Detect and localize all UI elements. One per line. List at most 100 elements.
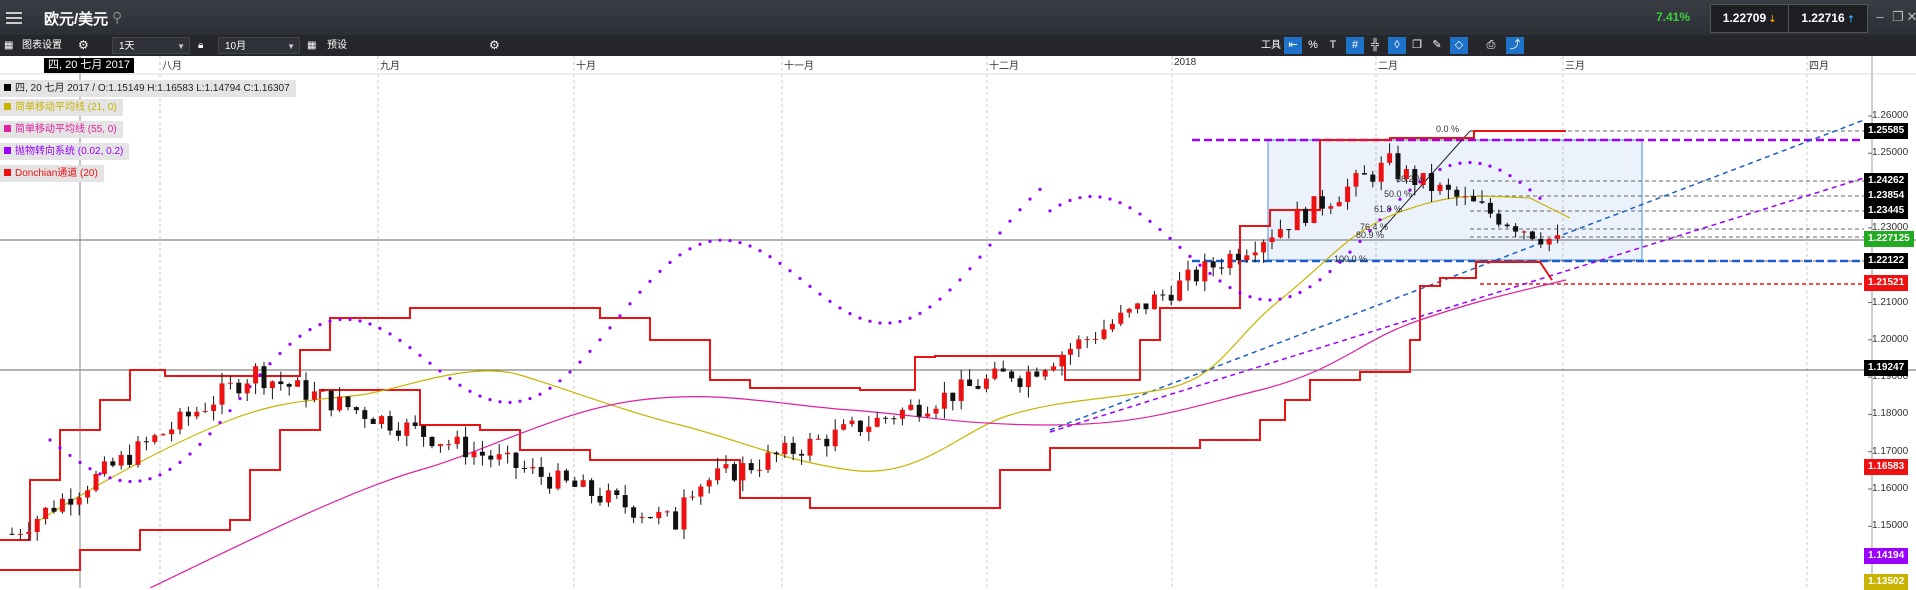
crosshair-icon[interactable]: ╬ <box>1371 39 1379 51</box>
sar-dot <box>1508 173 1512 178</box>
candle-body <box>1185 269 1191 281</box>
sar-dot <box>368 322 372 326</box>
candle-body <box>9 533 15 535</box>
arrow-left-icon[interactable]: ⇤ <box>1284 37 1302 54</box>
indicator-legend-item[interactable]: 简单移动平均线 (21, 0) <box>0 99 123 116</box>
sar-dot <box>978 255 982 259</box>
price-tag: 1.23445 <box>1864 203 1909 220</box>
candle-body <box>1252 252 1258 256</box>
x-axis-label: 四月 <box>1809 61 1829 72</box>
marker-icon[interactable]: ◊ <box>1388 37 1406 54</box>
price-chart[interactable] <box>0 56 1916 588</box>
sar-dot <box>708 239 712 244</box>
candle-body <box>1059 354 1065 367</box>
candle-body <box>1067 348 1073 355</box>
period-button-5[interactable]: 5 <box>473 75 480 86</box>
candle-body <box>866 426 872 433</box>
candle-body <box>580 480 586 487</box>
sar-dot <box>898 319 902 324</box>
sar-dot <box>1478 161 1482 166</box>
period-button-d[interactable]: D <box>362 75 371 86</box>
gear-icon[interactable]: ⚙ <box>78 38 89 52</box>
candle-body <box>1370 174 1376 182</box>
candle-body <box>404 422 410 436</box>
candle-body <box>807 438 813 456</box>
sar-dot <box>1348 250 1352 254</box>
sar-dot <box>668 260 672 265</box>
period-button-4[interactable]: 4 <box>451 75 458 86</box>
candle-body <box>782 442 788 455</box>
candle-body <box>1177 280 1183 301</box>
preset-label[interactable]: 预设 <box>327 40 347 51</box>
sar-dot <box>738 240 742 245</box>
chart-settings-label[interactable]: 图表设置 <box>22 40 62 51</box>
candle-body <box>849 420 855 425</box>
sar-dot <box>828 299 832 304</box>
candle-body <box>1353 173 1359 187</box>
candle-body <box>673 511 679 530</box>
sar-dot <box>1398 197 1402 201</box>
candle-body <box>731 464 737 481</box>
candle-body <box>1227 253 1233 269</box>
share-icon[interactable]: ⤴ <box>1506 37 1524 54</box>
sar-dot <box>1488 164 1492 168</box>
indicator-swatch <box>4 169 11 176</box>
print-icon[interactable]: ⎙ <box>1486 39 1496 51</box>
sar-dot <box>328 319 332 323</box>
candle-body <box>1546 238 1552 245</box>
sar-dot <box>538 392 542 396</box>
restore-icon[interactable]: ❐ <box>1892 9 1904 24</box>
candle-body <box>185 411 191 417</box>
sma-55-line <box>149 279 1567 588</box>
draw-icon[interactable]: ✎ <box>1432 39 1442 51</box>
menu-icon[interactable] <box>6 9 22 25</box>
timeframe-select[interactable]: 1天 ▼ <box>112 37 190 54</box>
ask-price-button[interactable]: 1.22716 ⇡ <box>1788 4 1868 33</box>
cursor-date-label: 四, 20 七月 2017 <box>44 58 134 73</box>
price-tag: 1.22122 <box>1864 252 1909 269</box>
lock-icon[interactable]: 🔒︎ <box>198 40 204 51</box>
minimize-icon[interactable]: – <box>1876 9 1884 24</box>
candle-body <box>328 390 334 411</box>
candle-body <box>463 436 469 458</box>
gear-icon[interactable]: ⚙ <box>489 38 500 52</box>
candle-body <box>1437 184 1443 192</box>
indicator-swatch <box>4 147 11 154</box>
sar-dot <box>138 479 142 483</box>
period-button-1[interactable]: 1 <box>385 75 392 86</box>
eraser-icon[interactable]: ◇ <box>1450 37 1468 54</box>
period-button-2[interactable]: 2 <box>407 75 414 86</box>
text-icon[interactable]: T <box>1329 39 1337 51</box>
indicator-legend-item[interactable]: 简单移动平均线 (55, 0) <box>0 121 123 138</box>
bid-price-button[interactable]: 1.22709 ⇣ <box>1710 4 1789 33</box>
indicator-legend-item[interactable]: 抛物转向系统 (0.02, 0.2) <box>0 143 130 160</box>
candle-body <box>353 407 359 411</box>
search-icon[interactable]: ⚲ <box>112 9 123 25</box>
sar-dot <box>1108 197 1112 201</box>
sar-dot <box>1298 290 1302 295</box>
y-axis-label: 1.16000 <box>1872 483 1909 494</box>
sar-dot <box>488 398 492 402</box>
sar-dot <box>848 312 852 316</box>
candle-body <box>883 417 889 419</box>
grid-icon[interactable]: # <box>1346 37 1364 54</box>
calendar-icon[interactable]: ▦ <box>307 40 317 51</box>
percent-icon[interactable]: % <box>1308 39 1318 51</box>
sar-dot <box>1328 269 1332 274</box>
period-button-3[interactable]: 3 <box>429 75 436 86</box>
candle-body <box>815 438 821 440</box>
range-select[interactable]: 10月 ▼ <box>218 37 300 54</box>
down-arrow-icon: ⇣ <box>1766 14 1777 24</box>
close-icon[interactable]: ✕ <box>1906 9 1916 24</box>
ohlc-text: 四, 20 七月 2017 / O:1.15149 H:1.16583 L:1.… <box>15 83 290 94</box>
candle-body <box>765 452 771 470</box>
indicator-legend-item[interactable]: Donchian通道 (20) <box>0 165 104 182</box>
cascade-icon[interactable]: ❐ <box>1412 39 1422 51</box>
candle-body <box>421 425 427 437</box>
sar-dot <box>408 346 412 350</box>
candle-body <box>967 379 973 386</box>
chart-settings-icon[interactable]: ▦ <box>4 40 14 51</box>
price-tag: 1.227125 <box>1864 230 1914 247</box>
sar-dot <box>718 238 722 242</box>
